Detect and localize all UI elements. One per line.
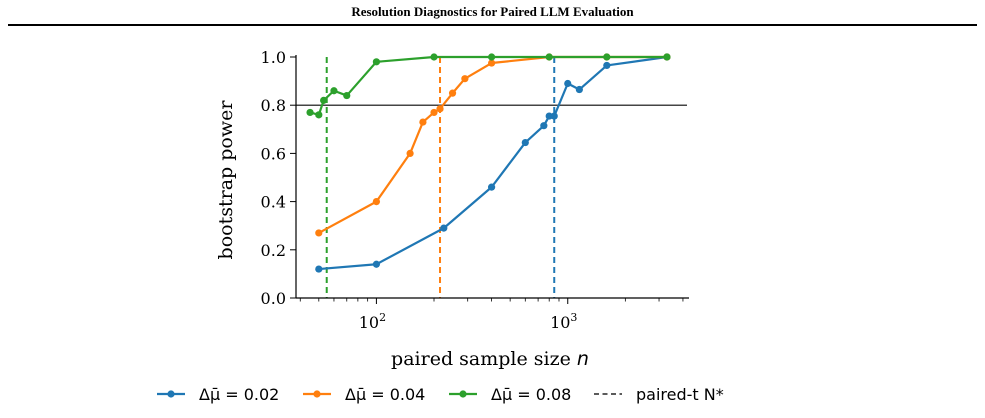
data-point-s0-0 — [315, 265, 323, 273]
data-point-s2-6 — [430, 53, 438, 61]
data-point-s2-7 — [488, 53, 496, 61]
y-tick-label: 0.6 — [261, 144, 286, 163]
data-point-s2-2 — [320, 96, 328, 104]
legend-marker-1 — [313, 390, 321, 398]
x-axis-label: paired sample size n — [391, 348, 589, 370]
data-point-s0-4 — [521, 138, 529, 147]
data-point-s1-5 — [436, 105, 444, 113]
data-point-s0-5 — [540, 122, 548, 130]
data-point-s1-0 — [315, 229, 323, 237]
data-point-s0-8 — [564, 79, 572, 88]
data-point-s0-7 — [550, 112, 558, 120]
data-point-s1-4 — [430, 108, 438, 117]
data-point-s1-3 — [419, 118, 427, 126]
x-tick-label: 103 — [550, 311, 577, 332]
data-point-s1-6 — [448, 89, 457, 97]
data-point-s2-3 — [330, 87, 338, 95]
data-point-s2-9 — [603, 53, 611, 61]
page-title: Resolution Diagnostics for Paired LLM Ev… — [351, 4, 634, 19]
legend-marker-0 — [167, 390, 175, 398]
data-point-s2-8 — [545, 53, 553, 61]
data-point-s0-3 — [488, 183, 496, 191]
data-point-s0-6 — [545, 112, 553, 120]
legend-label-2: Δμ̄ = 0.08 — [491, 385, 571, 404]
legend-marker-2 — [459, 390, 467, 398]
data-point-s0-9 — [575, 85, 583, 94]
data-point-s0-2 — [440, 224, 448, 232]
x-tick-label: 102 — [359, 311, 386, 332]
series-line-0 — [318, 55, 668, 271]
y-axis-label: bootstrap power — [215, 100, 237, 260]
data-point-s0-10 — [603, 61, 611, 70]
data-point-s1-1 — [372, 198, 381, 206]
y-tick-label: 0.0 — [261, 289, 286, 308]
data-point-s2-10 — [663, 53, 671, 61]
y-tick-label: 0.4 — [261, 193, 286, 212]
header-rule — [8, 24, 977, 26]
page-header: Resolution Diagnostics for Paired LLM Ev… — [0, 0, 985, 28]
y-tick-label: 1.0 — [261, 48, 286, 67]
data-point-s1-8 — [488, 59, 496, 67]
series-line-1 — [318, 55, 667, 234]
y-tick-label: 0.2 — [261, 241, 286, 260]
data-point-s1-7 — [461, 75, 469, 83]
data-point-s1-2 — [406, 149, 414, 157]
y-tick-label: 0.8 — [261, 96, 286, 115]
data-point-s2-5 — [372, 58, 381, 66]
data-point-s2-0 — [306, 108, 314, 117]
legend-label-1: Δμ̄ = 0.04 — [345, 385, 425, 404]
legend-label-3: paired-t N* — [636, 385, 724, 404]
legend-label-0: Δμ̄ = 0.02 — [199, 385, 279, 404]
data-point-s2-4 — [343, 91, 351, 100]
data-point-s2-1 — [315, 111, 323, 119]
data-point-s0-1 — [372, 260, 381, 268]
